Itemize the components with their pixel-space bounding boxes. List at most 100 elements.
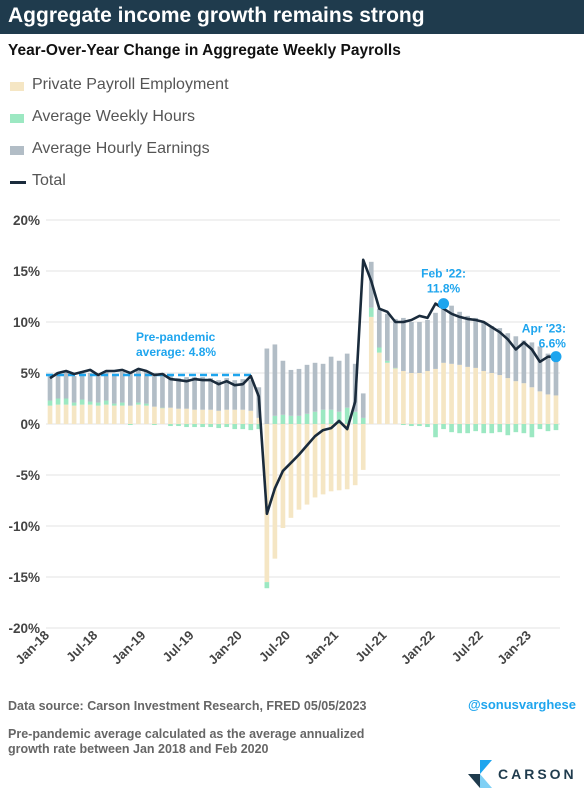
- bar-earnings: [537, 346, 543, 392]
- bar-earnings: [489, 326, 495, 373]
- bar-employment: [489, 373, 495, 424]
- bar-employment: [95, 405, 101, 424]
- bar-hours: [401, 424, 406, 426]
- bar-hours: [192, 424, 197, 428]
- bar-employment: [481, 370, 487, 424]
- bar-employment: [232, 409, 238, 424]
- bar-hours: [368, 307, 374, 317]
- bar-earnings: [224, 378, 230, 410]
- pre-pandemic-label-line2: average: 4.8%: [136, 345, 216, 359]
- bar-employment: [240, 409, 246, 424]
- bar-hours: [176, 424, 181, 427]
- bar-employment: [328, 424, 334, 492]
- bar-earnings: [360, 393, 366, 418]
- y-tick-label: -15%: [8, 570, 40, 585]
- bar-employment: [449, 363, 454, 424]
- bar-earnings: [176, 378, 181, 409]
- bar-hours: [393, 367, 398, 369]
- bar-earnings: [55, 371, 61, 399]
- bar-employment: [457, 364, 462, 424]
- bar-hours: [184, 424, 189, 428]
- bar-earnings: [47, 374, 53, 401]
- bar-hours: [79, 399, 85, 405]
- bar-hours: [232, 424, 238, 430]
- bar-hours: [352, 411, 358, 424]
- author-handle[interactable]: @sonusvarghese: [467, 697, 576, 712]
- bar-employment: [256, 417, 262, 424]
- bar-hours: [240, 424, 246, 430]
- bar-employment: [553, 395, 559, 424]
- x-tick-label: Jan-19: [109, 628, 149, 668]
- bar-employment: [441, 362, 446, 424]
- bar-employment: [71, 405, 77, 424]
- bar-earnings: [103, 370, 109, 401]
- bar-hours: [553, 424, 559, 431]
- bar-hours: [224, 424, 230, 428]
- bar-hours: [144, 403, 149, 406]
- bar-earnings: [248, 380, 254, 411]
- bar-earnings: [111, 374, 117, 404]
- x-tick-label: Jul-21: [352, 628, 389, 665]
- x-tick-label: Jan-22: [398, 628, 438, 668]
- bar-hours: [63, 398, 69, 405]
- total-line: [49, 258, 556, 516]
- bar-earnings: [192, 377, 197, 410]
- bar-employment: [79, 404, 85, 424]
- annotation-label-line2: 6.6%: [539, 337, 567, 351]
- bar-earnings: [71, 376, 77, 403]
- bar-earnings: [441, 303, 446, 363]
- bar-hours: [344, 407, 350, 424]
- bar-hours: [136, 402, 141, 405]
- bar-employment: [425, 370, 430, 424]
- bar-earnings: [79, 370, 85, 400]
- bar-hours: [417, 424, 422, 427]
- bar-employment: [296, 424, 302, 510]
- chart-subtitle: Year-Over-Year Change in Aggregate Weekl…: [8, 42, 401, 59]
- bar-employment: [376, 352, 382, 424]
- bar-earnings: [144, 370, 149, 404]
- bar-employment: [216, 410, 222, 424]
- y-tick-label: 10%: [13, 315, 40, 330]
- bar-earnings: [152, 373, 157, 407]
- bar-earnings: [505, 333, 511, 379]
- y-tick-label: 5%: [20, 366, 40, 381]
- bar-earnings: [513, 336, 519, 382]
- legend-line-total: [10, 181, 26, 184]
- bar-hours: [127, 424, 133, 426]
- bar-employment: [312, 424, 318, 498]
- bar-earnings: [160, 373, 165, 408]
- bar-employment: [47, 405, 53, 424]
- bar-hours: [256, 424, 262, 430]
- bar-earnings: [529, 342, 535, 388]
- bar-hours: [47, 400, 53, 406]
- bar-earnings: [216, 380, 222, 411]
- y-tick-label: 15%: [13, 264, 40, 279]
- bar-hours: [433, 424, 438, 438]
- bar-hours: [425, 424, 430, 428]
- bar-earnings: [553, 356, 559, 396]
- bar-employment: [344, 424, 350, 490]
- bar-employment: [288, 424, 294, 518]
- bar-employment: [409, 373, 414, 424]
- bar-employment: [473, 367, 479, 424]
- legend-swatch-earnings: [10, 146, 24, 155]
- bar-employment: [513, 381, 519, 424]
- bar-employment: [417, 373, 422, 424]
- bar-earnings: [465, 315, 470, 367]
- bar-hours: [513, 424, 519, 433]
- bar-earnings: [521, 340, 527, 384]
- bar-hours: [320, 409, 326, 424]
- bar-earnings: [336, 360, 342, 412]
- bar-earnings: [272, 344, 278, 416]
- bar-hours: [441, 424, 446, 430]
- bar-employment: [111, 405, 117, 424]
- bar-hours: [465, 424, 470, 434]
- bar-employment: [401, 370, 406, 424]
- title-bar: Aggregate income growth remains strong: [0, 0, 584, 34]
- bar-earnings: [393, 318, 398, 368]
- bar-hours: [360, 417, 366, 424]
- bar-employment: [168, 407, 173, 424]
- x-tick-label: Jan-23: [494, 628, 534, 668]
- bar-hours: [304, 413, 310, 424]
- bar-hours: [376, 347, 382, 353]
